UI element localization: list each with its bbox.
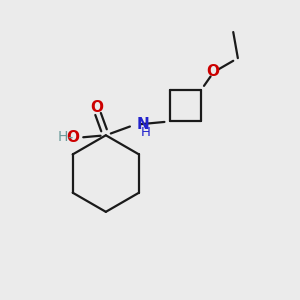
Text: -: - — [67, 130, 72, 145]
Text: N: N — [136, 117, 149, 132]
Text: H: H — [58, 130, 68, 144]
Text: O: O — [206, 64, 220, 79]
Text: O: O — [66, 130, 80, 145]
Text: O: O — [90, 100, 103, 115]
Text: H: H — [141, 126, 151, 140]
